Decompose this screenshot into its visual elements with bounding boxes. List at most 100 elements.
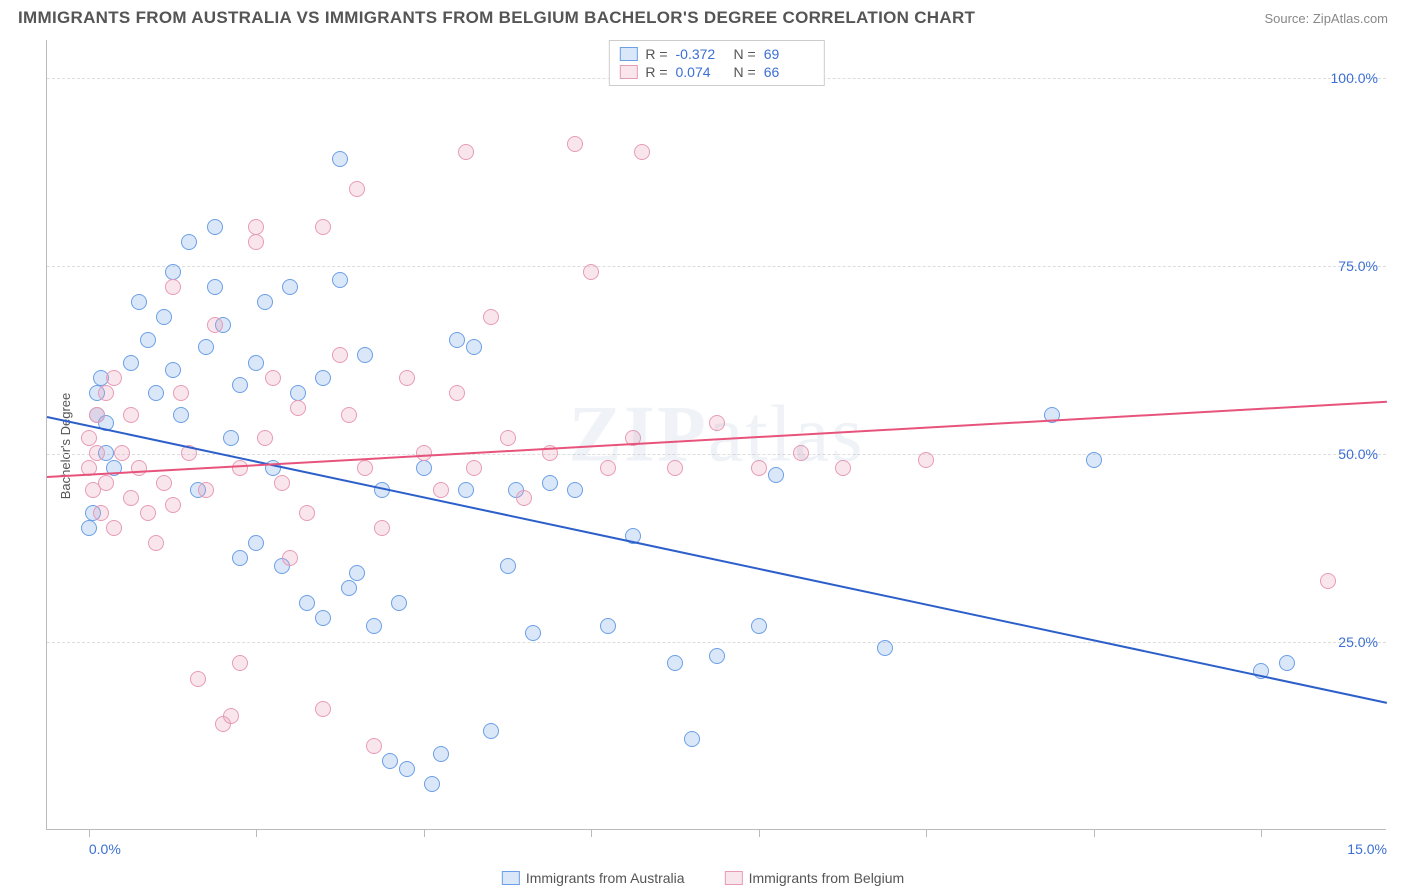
scatter-point — [466, 339, 482, 355]
scatter-point — [248, 535, 264, 551]
scatter-point — [173, 407, 189, 423]
scatter-point — [274, 475, 290, 491]
scatter-point — [299, 505, 315, 521]
scatter-point — [123, 407, 139, 423]
scatter-point — [516, 490, 532, 506]
legend-label-a: Immigrants from Australia — [526, 870, 685, 886]
n-value-a: 69 — [764, 46, 814, 62]
scatter-point — [315, 219, 331, 235]
scatter-point — [93, 505, 109, 521]
scatter-point — [81, 520, 97, 536]
scatter-point — [835, 460, 851, 476]
scatter-point — [542, 475, 558, 491]
scatter-point — [600, 618, 616, 634]
scatter-point — [391, 595, 407, 611]
scatter-point — [248, 219, 264, 235]
gridline — [47, 266, 1386, 267]
scatter-point — [416, 460, 432, 476]
scatter-point — [165, 362, 181, 378]
scatter-point — [207, 219, 223, 235]
scatter-point — [366, 618, 382, 634]
scatter-point — [114, 445, 130, 461]
scatter-point — [567, 136, 583, 152]
scatter-point — [684, 731, 700, 747]
swatch-series-b — [619, 65, 637, 79]
correlation-stats-legend: R = -0.372 N = 69 R = 0.074 N = 66 — [608, 40, 824, 86]
scatter-point — [232, 550, 248, 566]
scatter-point — [1279, 655, 1295, 671]
scatter-point — [525, 625, 541, 641]
stats-row: R = -0.372 N = 69 — [619, 45, 813, 63]
scatter-point — [282, 550, 298, 566]
scatter-point — [433, 746, 449, 762]
scatter-point — [232, 655, 248, 671]
scatter-point — [500, 430, 516, 446]
scatter-point — [248, 355, 264, 371]
scatter-point — [458, 144, 474, 160]
source-attribution: Source: ZipAtlas.com — [1264, 11, 1388, 26]
scatter-point — [248, 234, 264, 250]
n-label: N = — [734, 64, 756, 80]
n-value-b: 66 — [764, 64, 814, 80]
scatter-point — [374, 520, 390, 536]
scatter-point — [148, 535, 164, 551]
scatter-point — [131, 294, 147, 310]
scatter-point — [106, 520, 122, 536]
r-label: R = — [645, 64, 667, 80]
x-tick — [256, 829, 257, 837]
y-tick-label: 25.0% — [1338, 634, 1378, 650]
scatter-point — [198, 482, 214, 498]
swatch-series-a — [502, 871, 520, 885]
scatter-point — [290, 385, 306, 401]
scatter-point — [382, 753, 398, 769]
scatter-point — [349, 565, 365, 581]
scatter-point — [751, 618, 767, 634]
y-tick-label: 50.0% — [1338, 446, 1378, 462]
scatter-point — [366, 738, 382, 754]
scatter-point — [299, 595, 315, 611]
scatter-point — [290, 400, 306, 416]
r-value-b: 0.074 — [676, 64, 726, 80]
scatter-point — [156, 309, 172, 325]
scatter-point — [357, 460, 373, 476]
scatter-point — [768, 467, 784, 483]
scatter-point — [81, 430, 97, 446]
scatter-point — [140, 505, 156, 521]
scatter-point — [207, 279, 223, 295]
scatter-point — [416, 445, 432, 461]
scatter-point — [449, 332, 465, 348]
scatter-point — [98, 475, 114, 491]
scatter-point — [123, 355, 139, 371]
chart-title: IMMIGRANTS FROM AUSTRALIA VS IMMIGRANTS … — [18, 8, 975, 28]
scatter-chart: ZIPatlas R = -0.372 N = 69 R = 0.074 N =… — [46, 40, 1386, 830]
x-tick-label: 15.0% — [1347, 841, 1387, 857]
x-tick — [89, 829, 90, 837]
scatter-point — [793, 445, 809, 461]
y-tick-label: 75.0% — [1338, 258, 1378, 274]
x-tick — [1261, 829, 1262, 837]
scatter-point — [156, 475, 172, 491]
chart-header: IMMIGRANTS FROM AUSTRALIA VS IMMIGRANTS … — [0, 0, 1406, 32]
scatter-point — [332, 272, 348, 288]
scatter-point — [1320, 573, 1336, 589]
scatter-point — [315, 370, 331, 386]
scatter-point — [89, 407, 105, 423]
legend-item: Immigrants from Australia — [502, 870, 685, 886]
scatter-point — [332, 151, 348, 167]
gridline — [47, 642, 1386, 643]
scatter-point — [232, 460, 248, 476]
scatter-point — [424, 776, 440, 792]
scatter-point — [173, 385, 189, 401]
scatter-point — [257, 294, 273, 310]
scatter-point — [207, 317, 223, 333]
scatter-point — [341, 580, 357, 596]
scatter-point — [223, 708, 239, 724]
swatch-series-a — [619, 47, 637, 61]
regression-line — [47, 401, 1387, 478]
scatter-point — [500, 558, 516, 574]
scatter-point — [315, 610, 331, 626]
scatter-point — [165, 264, 181, 280]
swatch-series-b — [725, 871, 743, 885]
scatter-point — [751, 460, 767, 476]
scatter-point — [433, 482, 449, 498]
